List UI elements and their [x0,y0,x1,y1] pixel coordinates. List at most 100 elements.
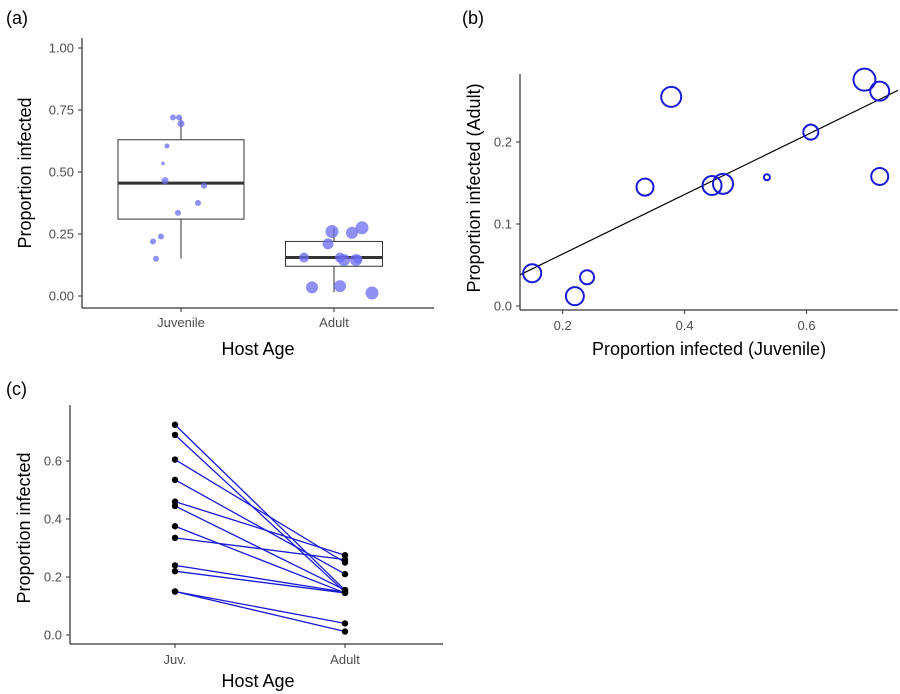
adult-point [299,252,309,263]
adult-point [306,281,318,294]
pair-line [174,424,346,591]
panel-b-y-title: Proportion infected (Adult) [464,83,484,292]
adult-point [365,286,379,300]
juvenile-point [158,233,164,240]
panel-b-points [522,67,891,307]
juvenile-point [177,120,185,128]
y-tick-label: 0.1 [494,217,512,232]
pair-line [174,537,346,561]
y-tick-label: 0.25 [49,227,74,242]
panel-a-y-title: Proportion infected [15,97,35,248]
juvenile-point [171,562,179,569]
panel-c-x-ticks: Juv. Adult [164,644,360,667]
scatter-point [762,173,771,182]
adult-point [341,570,349,578]
panel-c-lines [174,424,346,633]
juvenile-point [161,177,169,185]
pair-line [174,590,346,625]
adult-point [341,556,349,563]
y-tick-label: 0.00 [49,289,74,304]
pair-line [174,458,346,564]
juvenile-point [176,114,182,121]
adult-point [338,254,350,267]
x-tick-label: Adult [330,652,360,667]
juvenile-point [150,238,156,245]
box-iqr [117,139,245,220]
y-tick-label: 0.2 [494,135,512,150]
regression-line [519,89,899,276]
panel-a-label: (a) [6,8,28,28]
scatter-point [635,177,655,197]
y-tick-label: 0.0 [494,299,512,314]
pair-line [174,525,346,594]
y-tick-label: 0.0 [44,628,62,643]
juvenile-point [161,161,165,166]
scatter-point [712,172,735,195]
scatter-point [660,85,683,108]
juvenile-point [171,456,179,463]
juvenile-point [201,182,207,189]
pair-line [174,570,346,594]
juvenile-point [171,431,179,439]
y-tick-label: 0.75 [49,103,74,118]
panel-c-x-title: Host Age [221,671,294,691]
y-tick-label: 0.6 [44,454,62,469]
juvenile-point [164,143,170,149]
adult-point [341,589,349,597]
scatter-point [870,166,890,186]
juvenile-point [171,502,179,510]
adult-point [355,221,369,235]
x-tick-label: 0.2 [554,318,572,333]
x-tick-label: Juv. [164,652,187,667]
panel-c-y-title: Proportion infected [14,452,34,603]
panel-b-x-ticks: 0.2 0.4 0.6 [554,310,816,333]
panel-b-label: (b) [462,8,484,28]
y-tick-label: 1.00 [49,41,74,56]
adult-point [350,254,362,267]
adult-point [346,226,358,239]
juvenile-point [195,200,201,206]
panel-c-label: (c) [6,379,27,399]
juvenile-point [171,421,179,428]
x-tick-label: 0.6 [798,318,816,333]
y-tick-label: 0.4 [44,512,62,527]
panel-a-x-title: Host Age [221,339,294,359]
scatter-point [701,174,723,196]
scatter-point [869,80,891,102]
panel-a: (a) Host Age Proportion infected 0.00 0.2… [6,8,434,359]
y-tick-label: 0.50 [49,165,74,180]
juvenile-point [171,476,179,484]
panel-a-y-ticks: 0.00 0.25 0.50 0.75 1.00 [49,41,82,304]
panel-b-x-title: Proportion infected (Juvenile) [592,339,826,359]
juvenile-point [171,588,179,595]
scatter-point [564,286,585,307]
juvenile-point [170,114,176,121]
y-tick-label: 0.2 [44,570,62,585]
panel-c: (c) Host Age Proportion infected 0.00.20… [6,379,443,691]
juvenile-point [175,209,181,216]
scatter-point [802,123,820,141]
juvenile-point [171,568,179,575]
adult-point [341,628,349,635]
pair-line [174,590,346,633]
box-iqr [285,240,383,267]
panel-c-points [171,421,349,635]
panel-b: (b) Proportion infected (Juvenile) Propo… [462,8,899,359]
pair-line [174,434,346,593]
x-tick-label: Adult [319,315,349,330]
panel-c-y-ticks: 0.0 0.2 0.4 0.6 [44,454,70,643]
juvenile-point [153,255,159,262]
scatter-point [579,269,596,286]
pair-line [174,564,346,593]
adult-point [341,620,349,627]
adult-point [322,238,334,250]
pair-line [174,505,346,591]
panel-a-boxes [117,117,383,293]
panel-a-points [150,114,379,300]
adult-point [334,280,346,293]
x-tick-label: 0.4 [676,318,694,333]
juvenile-point [171,534,179,542]
panel-b-fit [519,89,899,276]
juvenile-point [171,523,179,530]
